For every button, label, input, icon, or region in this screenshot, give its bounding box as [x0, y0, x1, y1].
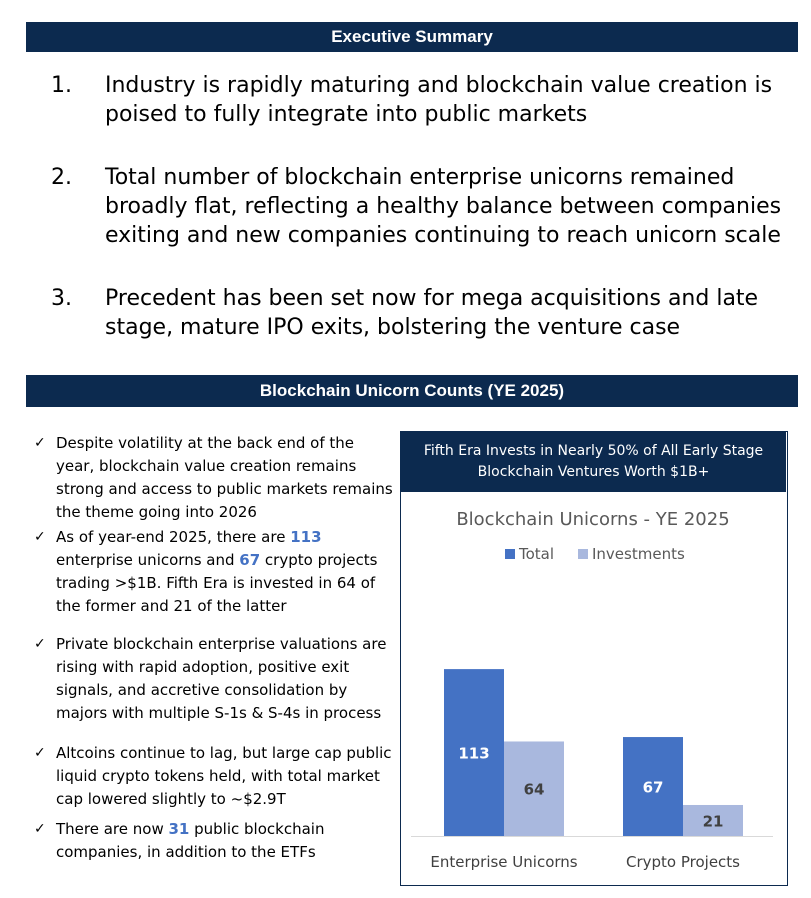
highlight-number: 113 — [290, 528, 322, 546]
chart-header: Fifth Era Invests in Nearly 50% of All E… — [401, 432, 786, 492]
legend-label: Investments — [592, 545, 685, 563]
bar-chart: Blockchain Unicorns - YE 2025 Total Invest… — [411, 509, 773, 871]
checkmark-icon: ✓ — [34, 821, 46, 837]
summary-item-number: 3. — [51, 286, 72, 311]
summary-item-number: 1. — [51, 73, 72, 98]
bullet-text-segment: crypto projects trading >$1B. Fifth Era … — [56, 551, 378, 615]
chart-header-line2: Blockchain Ventures Worth $1B+ — [477, 464, 710, 480]
data-label: 113 — [458, 745, 489, 763]
data-label: 67 — [643, 779, 664, 797]
summary-item-text: Total number of blockchain enterprise un… — [105, 165, 782, 248]
data-label: 64 — [524, 781, 545, 799]
bullet-text-segment: public blockchain companies, in addition… — [56, 820, 325, 861]
chart-header-line1: Fifth Era Invests in Nearly 50% of All E… — [423, 443, 764, 459]
legend-swatch — [505, 549, 515, 559]
executive-summary-title: Executive Summary — [331, 27, 493, 46]
bullet-text: As of year-end 2025, there are 113 enter… — [56, 526, 396, 618]
bullet-text: Altcoins continue to lag, but large cap … — [56, 742, 396, 811]
executive-summary-banner: Executive Summary — [26, 22, 798, 52]
unicorn-counts-title: Blockchain Unicorn Counts (YE 2025) — [259, 381, 565, 400]
bullet-text-segment: There are now — [56, 820, 169, 838]
checkmark-icon: ✓ — [34, 435, 46, 451]
x-tick-label: Enterprise Unicorns — [430, 853, 577, 871]
checkmark-icon: ✓ — [34, 636, 46, 652]
bullet-text: There are now 31 public blockchain compa… — [56, 818, 396, 864]
bullet-text-segment: Altcoins continue to lag, but large cap … — [56, 744, 392, 808]
bar-investments — [683, 804, 743, 836]
chart-panel: Fifth Era Invests in Nearly 50% of All E… — [400, 431, 788, 886]
summary-item-number: 2. — [51, 165, 72, 190]
summary-item-text: Industry is rapidly maturing and blockch… — [105, 73, 773, 127]
bullet-text: Private blockchain enterprise valuations… — [56, 633, 396, 725]
checkmark-icon: ✓ — [34, 529, 46, 545]
bar-investments — [504, 741, 564, 836]
highlight-number: 31 — [168, 820, 190, 838]
legend-label: Total — [518, 545, 554, 563]
checkmark-icon: ✓ — [34, 745, 46, 761]
bullet-text: Despite volatility at the back end of th… — [56, 432, 396, 524]
chart-title: Blockchain Unicorns - YE 2025 — [456, 509, 729, 530]
bar-total — [444, 669, 504, 836]
bullet-text-segment: As of year-end 2025, there are — [56, 528, 291, 546]
bullet-text-segment: Private blockchain enterprise valuations… — [56, 635, 387, 722]
data-label: 21 — [703, 812, 724, 830]
highlight-number: 67 — [239, 551, 261, 569]
x-tick-label: Crypto Projects — [626, 853, 740, 871]
bullet-text-segment: Despite volatility at the back end of th… — [56, 434, 393, 521]
summary-item-text: Precedent has been set now for mega acqu… — [105, 286, 759, 340]
unicorn-counts-banner: Blockchain Unicorn Counts (YE 2025) — [26, 375, 798, 407]
bar-total — [623, 737, 683, 836]
bullet-text-segment: enterprise unicorns and — [56, 551, 240, 569]
legend-swatch — [578, 549, 588, 559]
